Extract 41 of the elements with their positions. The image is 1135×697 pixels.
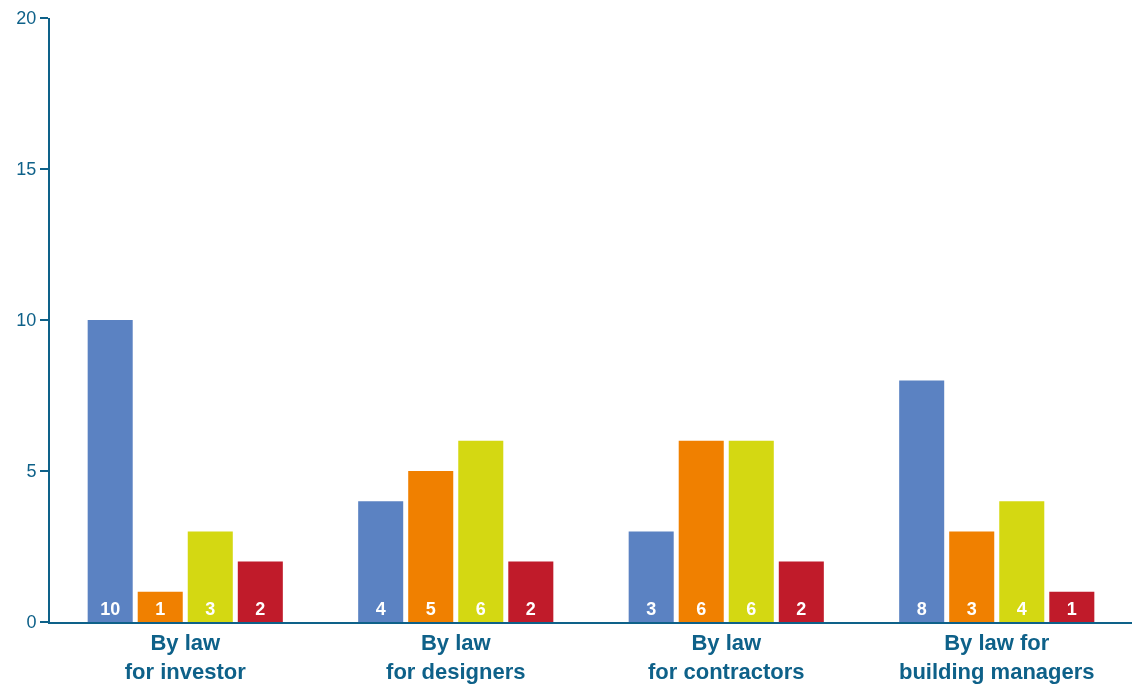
- data-label: 4: [1016, 599, 1027, 619]
- data-label: 2: [525, 599, 536, 619]
- data-label: 6: [746, 599, 757, 619]
- y-tick-label: 0: [26, 612, 37, 633]
- bar: [949, 531, 995, 622]
- x-tick-label: By law for contractors: [648, 630, 805, 684]
- data-label: 5: [425, 599, 436, 619]
- data-label: 4: [375, 599, 386, 619]
- x-tick-label: By law for investor: [124, 630, 247, 684]
- bar: [458, 440, 504, 622]
- data-label: 1: [155, 599, 166, 619]
- data-label: 2: [255, 599, 266, 619]
- y-tick-label: 10: [16, 310, 37, 331]
- data-label: 1: [1066, 599, 1077, 619]
- y-tick-label: 20: [16, 8, 37, 29]
- bar: [778, 561, 824, 622]
- data-label: 8: [916, 599, 927, 619]
- bar: [237, 561, 283, 622]
- bar: [999, 501, 1045, 622]
- y-tick-label: 15: [16, 159, 37, 180]
- bar: [508, 561, 554, 622]
- data-label: 6: [475, 599, 486, 619]
- bar: [1049, 591, 1095, 622]
- bar: [628, 531, 674, 622]
- data-label: 2: [796, 599, 807, 619]
- bar: [728, 440, 774, 622]
- y-tick-label: 5: [26, 461, 37, 482]
- data-label: 3: [646, 599, 657, 619]
- bar: [899, 380, 945, 622]
- x-tick-label: By law for building managers: [898, 630, 1095, 684]
- data-label: 3: [966, 599, 977, 619]
- bar: [678, 440, 724, 622]
- data-label: 3: [205, 599, 216, 619]
- bar: [137, 591, 183, 622]
- bar: [358, 501, 404, 622]
- x-tick-label: By law for designers: [386, 630, 526, 684]
- bar: [408, 471, 454, 622]
- bar: [87, 320, 133, 622]
- bar: [187, 531, 233, 622]
- data-label: 6: [696, 599, 707, 619]
- data-label: 10: [100, 599, 121, 619]
